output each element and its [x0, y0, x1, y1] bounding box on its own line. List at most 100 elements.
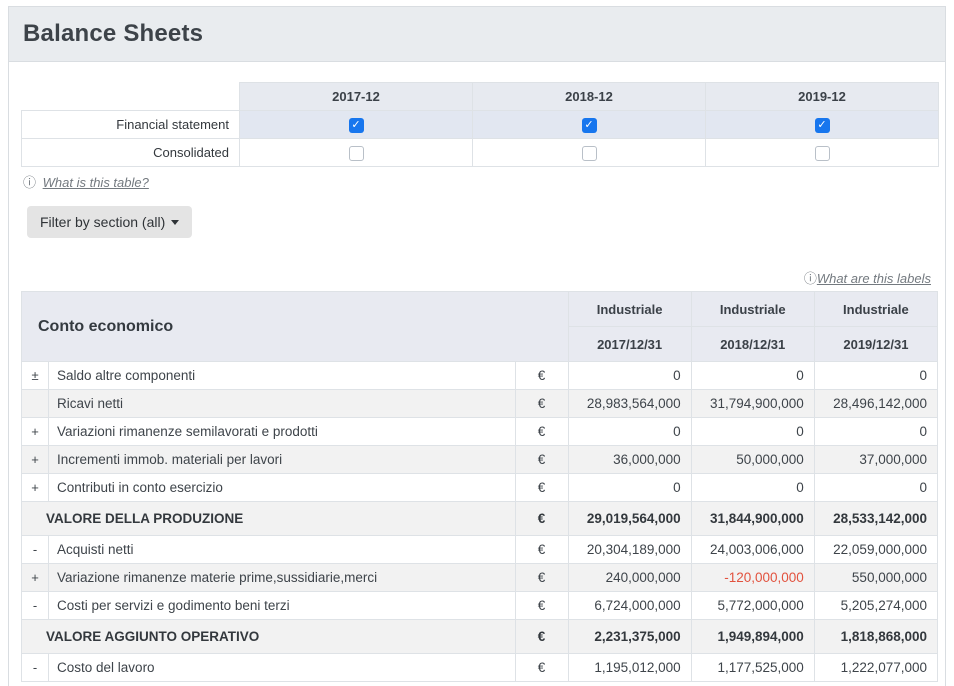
statement-row-valore-aggiunto-operativo: VALORE AGGIUNTO OPERATIVO€2,231,375,0001…	[22, 620, 938, 654]
row-label: VALORE AGGIUNTO OPERATIVO	[22, 620, 516, 654]
filter-button-label: Filter by section (all)	[40, 214, 165, 230]
value-cell: 1,949,894,000	[691, 620, 814, 654]
value-cell: 6,724,000,000	[568, 592, 691, 620]
row-sign: +	[22, 446, 49, 474]
value-cell: 0	[691, 474, 814, 502]
row-sign: +	[22, 474, 49, 502]
financial-statement-checkbox-2017-12[interactable]	[349, 118, 364, 133]
statement-row-valore-della-produzione: VALORE DELLA PRODUZIONE€29,019,564,00031…	[22, 502, 938, 536]
consolidated-checkbox-2017-12[interactable]	[349, 146, 364, 161]
value-cell: 0	[568, 474, 691, 502]
row-label: Costi per servizi e godimento beni terzi	[49, 592, 516, 620]
value-cell: 1,195,012,000	[568, 654, 691, 682]
value-cell: 0	[691, 418, 814, 446]
income-statement-table: Conto economico IndustrialeIndustrialeIn…	[21, 291, 938, 682]
period-selector-table: 2017-122018-122019-12 Financial statemen…	[21, 82, 939, 167]
row-label: Variazione rimanenze materie prime,sussi…	[49, 564, 516, 592]
selector-row-consolidated: Consolidated	[22, 139, 939, 167]
checkbox-cell	[706, 139, 939, 167]
value-cell: 0	[691, 362, 814, 390]
value-cell: 1,222,077,000	[814, 654, 937, 682]
row-sign: +	[22, 418, 49, 446]
currency-symbol: €	[515, 592, 568, 620]
year-column-header-2017-12: 2017-12	[240, 83, 473, 111]
currency-symbol: €	[515, 536, 568, 564]
row-sign: -	[22, 592, 49, 620]
statement-row-saldo-altre-componenti: ±Saldo altre componenti€000	[22, 362, 938, 390]
value-cell: 5,772,000,000	[691, 592, 814, 620]
value-cell: 29,019,564,000	[568, 502, 691, 536]
currency-symbol: €	[515, 654, 568, 682]
value-cell: 5,205,274,000	[814, 592, 937, 620]
date-header-2017-12-31: 2017/12/31	[568, 327, 691, 362]
consolidated-checkbox-2018-12[interactable]	[582, 146, 597, 161]
statement-row-costi-per-servizi-e-godimento-beni-terzi: -Costi per servizi e godimento beni terz…	[22, 592, 938, 620]
value-cell: 28,533,142,000	[814, 502, 937, 536]
value-cell: 28,983,564,000	[568, 390, 691, 418]
value-cell: 50,000,000	[691, 446, 814, 474]
year-column-header-2019-12: 2019-12	[706, 83, 939, 111]
info-icon: ⓘ	[23, 175, 36, 190]
value-cell: 22,059,000,000	[814, 536, 937, 564]
value-cell: -120,000,000	[691, 564, 814, 592]
value-cell: 2,231,375,000	[568, 620, 691, 654]
row-label: Incrementi immob. materiali per lavori	[49, 446, 516, 474]
row-sign	[22, 390, 49, 418]
what-is-this-table-link[interactable]: What is this table?	[43, 175, 149, 190]
labels-help-row: ⓘWhat are this labels	[21, 268, 933, 287]
date-header-2018-12-31: 2018/12/31	[691, 327, 814, 362]
statement-row-contributi-in-conto-esercizio: +Contributi in conto esercizio€000	[22, 474, 938, 502]
financial-statement-checkbox-2019-12[interactable]	[815, 118, 830, 133]
row-label: Acquisti netti	[49, 536, 516, 564]
value-cell: 1,177,525,000	[691, 654, 814, 682]
currency-symbol: €	[515, 474, 568, 502]
info-icon: ⓘ	[804, 271, 817, 286]
currency-symbol: €	[515, 418, 568, 446]
row-label: Costo del lavoro	[49, 654, 516, 682]
value-cell: 20,304,189,000	[568, 536, 691, 564]
currency-symbol: €	[515, 564, 568, 592]
statement-row-acquisti-netti: -Acquisti netti€20,304,189,00024,003,006…	[22, 536, 938, 564]
statement-group-header-row: Conto economico IndustrialeIndustrialeIn…	[22, 292, 938, 327]
statement-row-costo-del-lavoro: -Costo del lavoro€1,195,012,0001,177,525…	[22, 654, 938, 682]
period-selector-header-row: 2017-122018-122019-12	[22, 83, 939, 111]
card-body: 2017-122018-122019-12 Financial statemen…	[9, 62, 945, 686]
row-sign: ±	[22, 362, 49, 390]
value-cell: 0	[568, 362, 691, 390]
value-cell: 0	[568, 418, 691, 446]
what-are-this-labels-link[interactable]: What are this labels	[817, 271, 931, 286]
currency-symbol: €	[515, 362, 568, 390]
filter-by-section-button[interactable]: Filter by section (all)	[27, 206, 192, 238]
selector-corner-cell	[22, 83, 240, 111]
row-label: VALORE DELLA PRODUZIONE	[22, 502, 516, 536]
statement-title: Conto economico	[38, 318, 173, 335]
statement-row-variazioni-rimanenze-semilavorati-e-prodotti: +Variazioni rimanenze semilavorati e pro…	[22, 418, 938, 446]
row-label: Contributi in conto esercizio	[49, 474, 516, 502]
currency-symbol: €	[515, 502, 568, 536]
balance-sheets-card: Balance Sheets 2017-122018-122019-12 Fin…	[8, 6, 946, 686]
checkbox-cell	[240, 111, 473, 139]
checkbox-cell	[240, 139, 473, 167]
statement-row-variazione-rimanenze-materie-prime-sussidiarie-merci: +Variazione rimanenze materie prime,suss…	[22, 564, 938, 592]
group-header-2: Industriale	[691, 292, 814, 327]
value-cell: 0	[814, 418, 937, 446]
group-header-1: Industriale	[568, 292, 691, 327]
value-cell: 1,818,868,000	[814, 620, 937, 654]
caret-down-icon	[171, 220, 179, 225]
checkbox-cell	[706, 111, 939, 139]
value-cell: 28,496,142,000	[814, 390, 937, 418]
row-label: Ricavi netti	[49, 390, 516, 418]
financial-statement-checkbox-2018-12[interactable]	[582, 118, 597, 133]
consolidated-checkbox-2019-12[interactable]	[815, 146, 830, 161]
value-cell: 0	[814, 362, 937, 390]
page-title: Balance Sheets	[23, 20, 931, 48]
value-cell: 31,794,900,000	[691, 390, 814, 418]
currency-symbol: €	[515, 620, 568, 654]
year-column-header-2018-12: 2018-12	[473, 83, 706, 111]
currency-symbol: €	[515, 390, 568, 418]
checkbox-cell	[473, 111, 706, 139]
statement-title-cell: Conto economico	[22, 292, 569, 362]
value-cell: 550,000,000	[814, 564, 937, 592]
group-header-3: Industriale	[814, 292, 937, 327]
selector-row-label: Consolidated	[22, 139, 240, 167]
